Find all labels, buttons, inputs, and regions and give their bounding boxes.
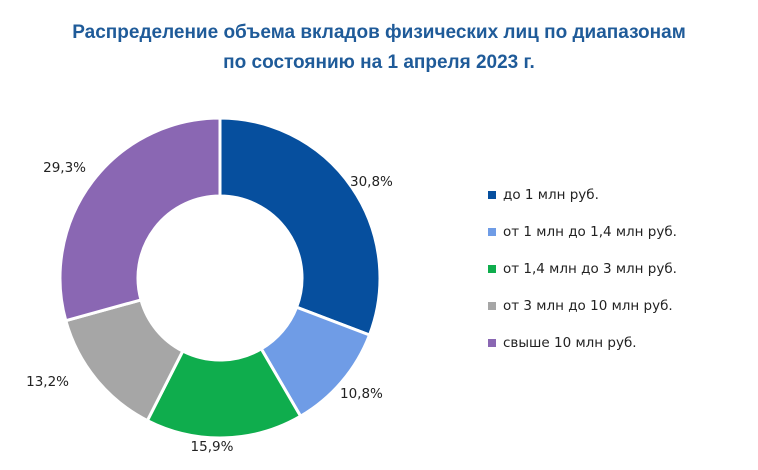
legend-label-3: от 1,4 млн до 3 млн руб. bbox=[503, 260, 677, 277]
legend-item-4: от 3 млн до 10 млн руб. bbox=[488, 296, 677, 315]
chart-title: Распределение объема вкладов физических … bbox=[0, 18, 758, 78]
data-label-1: 30,8% bbox=[350, 174, 393, 190]
legend-swatch-3 bbox=[488, 264, 496, 273]
legend-swatch-5 bbox=[488, 338, 496, 347]
chart-title-line-2: по состоянию на 1 апреля 2023 г. bbox=[223, 52, 535, 73]
legend-item-1: до 1 млн руб. bbox=[488, 185, 677, 204]
data-label-4: 13,2% bbox=[26, 374, 69, 390]
legend-item-3: от 1,4 млн до 3 млн руб. bbox=[488, 259, 677, 278]
legend-swatch-1 bbox=[488, 190, 496, 199]
legend-label-1: до 1 млн руб. bbox=[503, 186, 599, 203]
legend-item-2: от 1 млн до 1,4 млн руб. bbox=[488, 222, 677, 241]
data-label-3: 15,9% bbox=[191, 439, 234, 455]
legend-swatch-4 bbox=[488, 301, 496, 310]
donut-slices bbox=[58, 116, 382, 440]
chart-title-line-1: Распределение объема вкладов физических … bbox=[72, 22, 686, 43]
legend-label-4: от 3 млн до 10 млн руб. bbox=[503, 297, 673, 314]
slice-3 bbox=[145, 346, 303, 440]
data-label-5: 29,3% bbox=[43, 160, 86, 176]
legend: до 1 млн руб. от 1 млн до 1,4 млн руб. от … bbox=[488, 185, 677, 370]
data-labels: 30,8% 10,8% 15,9% 13,2% 29,3% bbox=[26, 160, 393, 455]
legend-item-5: свыше 10 млн руб. bbox=[488, 333, 677, 352]
legend-label-2: от 1 млн до 1,4 млн руб. bbox=[503, 223, 677, 240]
data-label-2: 10,8% bbox=[340, 386, 383, 402]
slice-5 bbox=[58, 116, 222, 323]
slice-1 bbox=[218, 116, 382, 337]
legend-swatch-2 bbox=[488, 227, 496, 236]
legend-label-5: свыше 10 млн руб. bbox=[503, 334, 637, 351]
